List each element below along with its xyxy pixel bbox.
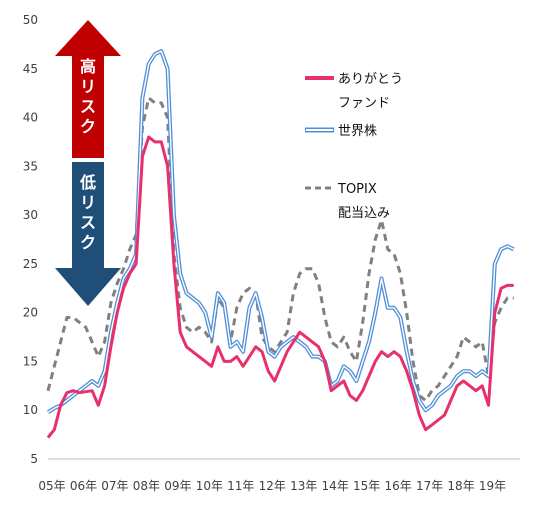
y-tick-label: 5 — [30, 452, 38, 466]
low-risk-label: 低リスク — [79, 173, 96, 252]
x-tick-label: 07年 — [101, 479, 128, 493]
high-risk-arrow: 高リスク — [55, 20, 121, 158]
y-tick-label: 50 — [23, 13, 38, 27]
series-line-arigatou — [46, 135, 514, 439]
series-line-world-inner — [47, 50, 515, 413]
x-tick-label: 05年 — [38, 479, 65, 493]
y-tick-label: 45 — [23, 62, 38, 76]
low-risk-arrow: 低リスク — [55, 162, 121, 306]
x-tick-label: 13年 — [290, 479, 317, 493]
x-tick-label: 16年 — [384, 479, 411, 493]
series-line-world-outer — [46, 49, 515, 414]
legend-label-arigatou: ありがとうファンド — [338, 72, 403, 111]
x-tick-label: 19年 — [479, 479, 506, 493]
y-tick-label: 40 — [23, 111, 38, 125]
x-axis-ticks: 05年 06年 07年 08年 09年 10年 11年 12年 13年 14年 15年 16年 17年 1… — [38, 479, 506, 493]
x-tick-label: 11年 — [227, 479, 254, 493]
x-tick-label: 12年 — [259, 479, 286, 493]
series-line-topix — [46, 96, 514, 402]
y-tick-label: 10 — [23, 403, 38, 417]
x-tick-label: 08年 — [133, 479, 160, 493]
y-tick-label: 30 — [23, 208, 38, 222]
legend: ありがとうファンド 世界株 TOPIX 配当込み — [305, 72, 403, 221]
x-tick-label: 10年 — [196, 479, 223, 493]
y-tick-label: 15 — [23, 354, 38, 368]
high-risk-label: 高リスク — [80, 57, 96, 136]
x-tick-label: 17年 — [416, 479, 443, 493]
x-tick-label: 09年 — [164, 479, 191, 493]
y-tick-label: 25 — [23, 257, 38, 271]
legend-label-topix: TOPIX 配当込み — [337, 182, 390, 221]
x-tick-label: 18年 — [447, 479, 474, 493]
series-layer — [46, 49, 515, 439]
legend-label-world: 世界株 — [338, 124, 377, 139]
x-tick-label: 06年 — [70, 479, 97, 493]
y-axis-ticks: 5 10 15 20 25 30 35 40 45 50 — [23, 13, 38, 466]
x-tick-label: 14年 — [322, 479, 349, 493]
y-tick-label: 20 — [23, 306, 38, 320]
x-tick-label: 15年 — [353, 479, 380, 493]
y-tick-label: 35 — [23, 159, 38, 173]
